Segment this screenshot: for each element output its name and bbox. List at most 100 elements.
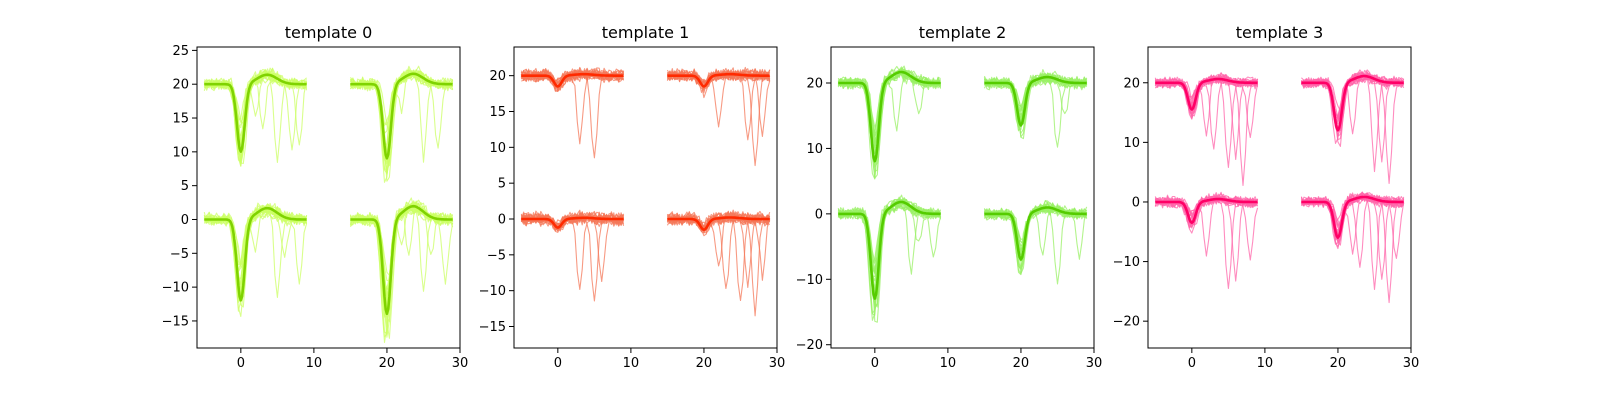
y-tick-label-3-0: −20 bbox=[1113, 315, 1140, 330]
y-tick-label-2-2: 0 bbox=[815, 207, 823, 222]
y-tick-label-2-3: 10 bbox=[806, 142, 823, 157]
x-tick-label-1-1: 10 bbox=[623, 356, 640, 371]
trace-2-3-0 bbox=[984, 206, 1088, 285]
x-tick-label-2-1: 10 bbox=[940, 356, 957, 371]
channel-0-3 bbox=[349, 197, 454, 343]
axes-frame-0 bbox=[196, 46, 461, 349]
y-tick-label-0-7: 20 bbox=[172, 78, 189, 93]
trace-3-2-19 bbox=[1154, 196, 1258, 226]
trace-1-3-19 bbox=[667, 210, 771, 232]
mean-waveform-2-2 bbox=[838, 200, 941, 300]
y-tick-label-1-6: 15 bbox=[489, 105, 506, 120]
axes-frame-2 bbox=[830, 46, 1095, 349]
mean-waveform-2-1 bbox=[984, 75, 1087, 127]
trace-0-3-2 bbox=[350, 205, 454, 343]
trace-3-0-1 bbox=[1154, 76, 1259, 186]
y-tick-label-3-2: 0 bbox=[1132, 195, 1140, 210]
y-tick-label-0-8: 25 bbox=[172, 44, 189, 59]
y-tick-label-1-0: −15 bbox=[479, 320, 506, 335]
mean-waveform-2-3 bbox=[984, 206, 1087, 261]
x-tick-label-3-1: 10 bbox=[1257, 356, 1274, 371]
y-tick-label-1-7: 20 bbox=[489, 69, 506, 84]
x-tick-label-0-2: 20 bbox=[379, 356, 396, 371]
trace-1-1-4 bbox=[666, 71, 771, 141]
y-tick-label-1-1: −10 bbox=[479, 284, 506, 299]
x-tick-label-0-0: 0 bbox=[237, 356, 245, 371]
mean-waveform-1-1 bbox=[667, 72, 770, 88]
trace-3-1-19 bbox=[1301, 71, 1405, 141]
y-tick-label-3-1: −10 bbox=[1113, 255, 1140, 270]
x-tick-label-1-2: 20 bbox=[696, 356, 713, 371]
y-tick-label-0-0: −15 bbox=[162, 314, 189, 329]
panel-template-1: template 1 0 10 20 30 −15 −10 −5 0 5 10 15 20 bbox=[479, 23, 786, 371]
y-tick-label-2-1: −10 bbox=[796, 273, 823, 288]
panel-template-2: template 2 0 10 20 30 −20 −10 0 10 20 bbox=[796, 23, 1103, 371]
y-tick-label-1-4: 5 bbox=[498, 177, 506, 192]
channel-2-0 bbox=[837, 65, 942, 180]
y-tick-label-2-4: 20 bbox=[806, 76, 823, 91]
axes-frame-3 bbox=[1147, 46, 1412, 349]
x-tick-label-3-2: 20 bbox=[1330, 356, 1347, 371]
panel-title-3: template 3 bbox=[1236, 23, 1324, 42]
mean-waveform-1-3 bbox=[667, 216, 770, 231]
panel-template-0: template 0 0 10 20 30 −15 −10 −5 0 5 10 15 20 25 bbox=[162, 23, 469, 371]
trace-3-2-4 bbox=[1154, 196, 1259, 282]
y-tick-label-1-5: 10 bbox=[489, 141, 506, 156]
trace-2-2-13 bbox=[838, 198, 941, 321]
mean-waveform-2-0 bbox=[838, 70, 941, 163]
y-tick-label-0-2: −5 bbox=[170, 247, 189, 262]
panel-template-3: template 3 0 10 20 30 −20 −10 0 10 20 bbox=[1113, 23, 1420, 371]
channel-1-3 bbox=[666, 209, 771, 317]
channel-1-1 bbox=[666, 66, 771, 167]
channel-1-0 bbox=[520, 66, 625, 159]
trace-1-0-21 bbox=[521, 68, 624, 87]
channel-3-1 bbox=[1300, 69, 1405, 184]
channel-0-1 bbox=[349, 65, 454, 183]
y-tick-label-1-3: 0 bbox=[498, 213, 506, 228]
x-tick-label-3-0: 0 bbox=[1188, 356, 1196, 371]
mean-waveform-0-2 bbox=[204, 206, 307, 302]
channel-2-3 bbox=[983, 200, 1088, 285]
y-tick-label-0-3: 0 bbox=[181, 213, 189, 228]
panel-title-2: template 2 bbox=[919, 23, 1007, 42]
x-tick-label-2-2: 20 bbox=[1013, 356, 1030, 371]
x-tick-label-2-0: 0 bbox=[871, 356, 879, 371]
x-tick-label-2-3: 30 bbox=[1086, 356, 1103, 371]
panel-title-1: template 1 bbox=[602, 23, 690, 42]
panel-title-0: template 0 bbox=[285, 23, 373, 42]
mean-waveform-1-2 bbox=[521, 216, 624, 229]
mean-waveform-1-0 bbox=[521, 72, 624, 88]
x-tick-label-0-1: 10 bbox=[306, 356, 323, 371]
mean-waveform-3-0 bbox=[1155, 77, 1258, 111]
y-tick-label-0-6: 15 bbox=[172, 112, 189, 127]
trace-0-1-19 bbox=[349, 71, 453, 170]
trace-1-0-0 bbox=[520, 69, 624, 159]
trace-3-0-12 bbox=[1155, 75, 1259, 115]
axes-frame-1 bbox=[513, 46, 778, 349]
channel-3-0 bbox=[1154, 72, 1259, 186]
channel-3-3 bbox=[1300, 191, 1405, 304]
x-tick-label-1-3: 30 bbox=[769, 356, 786, 371]
mean-waveform-0-0 bbox=[204, 73, 307, 153]
trace-2-1-20 bbox=[984, 75, 1088, 115]
mean-waveform-3-3 bbox=[1301, 195, 1404, 239]
y-tick-label-1-2: −5 bbox=[487, 248, 506, 263]
trace-1-2-13 bbox=[521, 211, 625, 229]
plot-area-3 bbox=[1154, 69, 1405, 304]
trace-1-1-20 bbox=[667, 68, 771, 87]
channel-2-2 bbox=[837, 194, 942, 323]
channel-3-2 bbox=[1154, 191, 1259, 290]
channel-1-2 bbox=[520, 209, 625, 302]
trace-2-2-20 bbox=[837, 196, 942, 323]
x-tick-label-1-0: 0 bbox=[554, 356, 562, 371]
trace-0-0-21 bbox=[203, 74, 308, 127]
mean-waveform-3-2 bbox=[1155, 197, 1258, 225]
y-tick-label-3-3: 10 bbox=[1123, 136, 1140, 151]
trace-1-3-2 bbox=[666, 214, 771, 290]
x-tick-label-3-3: 30 bbox=[1403, 356, 1420, 371]
mean-waveform-0-3 bbox=[350, 204, 453, 316]
channel-2-1 bbox=[983, 69, 1088, 148]
mean-waveform-3-1 bbox=[1301, 74, 1404, 132]
plot-area-1 bbox=[520, 66, 771, 317]
channel-0-2 bbox=[203, 202, 308, 318]
